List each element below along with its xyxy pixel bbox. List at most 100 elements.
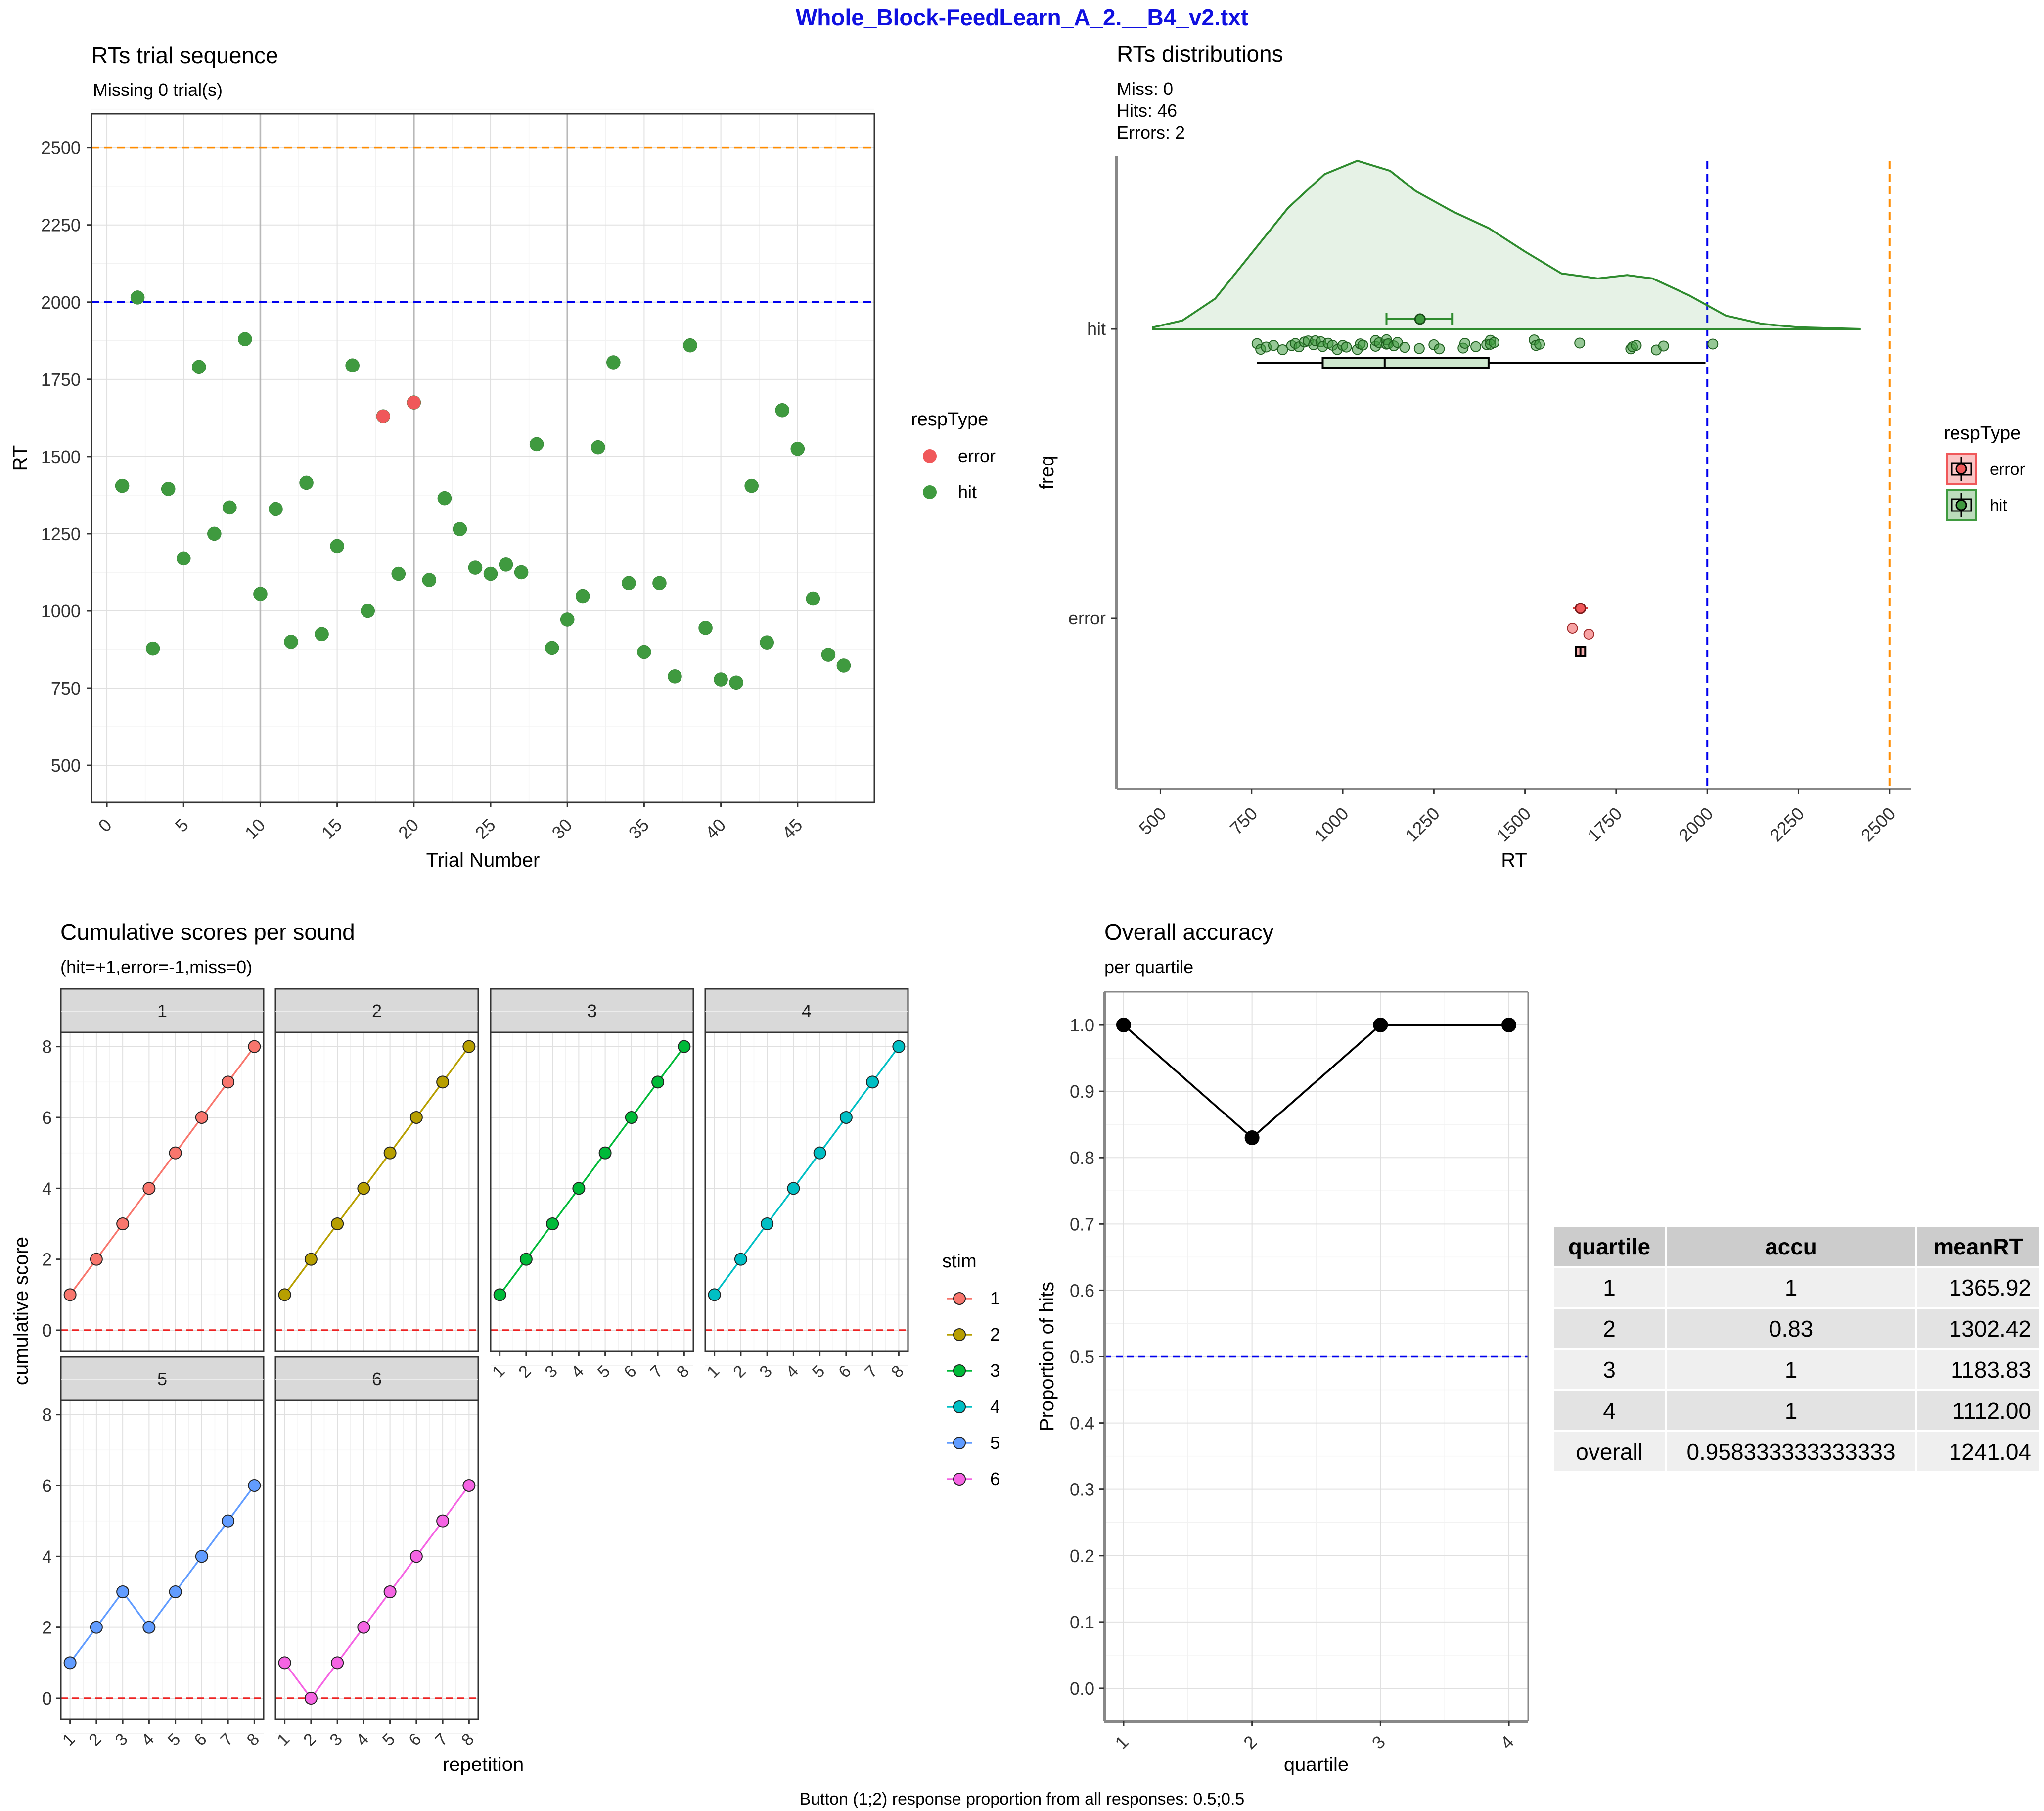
table-header: meanRT: [1933, 1234, 2023, 1259]
y-tick-label: 0.3: [1070, 1480, 1094, 1500]
chart-title: RTs distributions: [1117, 41, 1283, 67]
page-title: Whole_Block-FeedLearn_A_2.__B4_v2.txt: [795, 4, 1249, 30]
data-point: [284, 635, 298, 649]
data-point: [331, 1656, 344, 1670]
density-curve: [1152, 159, 1861, 330]
x-tick-label: 6: [405, 1730, 425, 1750]
x-tick-label: 3: [542, 1362, 561, 1382]
jitter-point: [1631, 340, 1642, 351]
data-point: [304, 1253, 318, 1266]
data-point: [207, 526, 222, 541]
data-point: [598, 1146, 612, 1160]
table-cell: [1554, 1350, 1665, 1389]
y-tick-label: 0.2: [1070, 1546, 1094, 1566]
y-tick-label: 2: [42, 1618, 52, 1638]
x-tick-label: 35: [625, 815, 653, 843]
x-tick-label: 3: [756, 1362, 776, 1382]
facet-border: [274, 1031, 479, 1352]
data-point: [708, 1288, 721, 1301]
y-tick-label: 0.6: [1070, 1280, 1094, 1300]
x-tick-label: 6: [190, 1730, 210, 1750]
chart-subtitle: per quartile: [1104, 957, 1193, 977]
x-tick-label: 3: [1368, 1732, 1389, 1753]
data-point: [357, 1182, 370, 1195]
table-cell-text: 2: [1603, 1316, 1616, 1342]
data-point: [576, 589, 590, 604]
summary-stat: Miss: 0: [1117, 79, 1173, 99]
data-point: [161, 482, 176, 496]
table-cell-text: 1: [1785, 1398, 1798, 1424]
x-tick-label: 6: [835, 1362, 855, 1382]
data-point: [806, 591, 820, 606]
jitter-point: [1277, 344, 1288, 355]
x-tick-label: 3: [326, 1730, 346, 1750]
data-point: [453, 522, 467, 536]
chart-title: Overall accuracy: [1104, 919, 1274, 945]
table-cell: [1667, 1309, 1915, 1348]
data-point: [222, 1075, 235, 1089]
data-point: [248, 1479, 261, 1492]
facet-strip: [274, 1356, 479, 1401]
data-point: [407, 395, 421, 410]
x-tick-label: 1: [59, 1730, 79, 1750]
data-point: [1244, 1130, 1260, 1145]
plot-background: [91, 114, 874, 802]
legend-label: hit: [1990, 496, 2007, 515]
summary-stat: Hits: 46: [1117, 100, 1177, 121]
table-cell-text: 3: [1603, 1357, 1616, 1383]
data-point: [169, 1146, 182, 1160]
x-tick-label: 0: [94, 815, 116, 836]
data-point: [253, 587, 268, 601]
x-axis-label: repetition: [443, 1754, 524, 1775]
data-point: [892, 1040, 906, 1053]
x-tick-label: 8: [243, 1730, 263, 1750]
legend-key-point: [1955, 499, 1967, 511]
y-tick-label: 2000: [41, 292, 81, 313]
data-point: [813, 1146, 826, 1160]
series-line: [499, 1046, 685, 1296]
table-cell-text: 1183.83: [1951, 1357, 2031, 1383]
data-point: [130, 290, 145, 305]
data-point: [409, 1111, 423, 1124]
x-tick-label: 30: [548, 815, 576, 843]
x-tick-label: 8: [888, 1362, 908, 1382]
y-axis-label: Proportion of hits: [1036, 1282, 1058, 1431]
data-point: [734, 1253, 747, 1266]
table-cell: [1554, 1309, 1665, 1348]
x-tick-label: 15: [318, 815, 346, 843]
jitter-point: [1470, 341, 1482, 352]
page-caption: Button (1;2) response proportion from al…: [799, 1790, 1245, 1809]
data-point: [761, 1217, 774, 1230]
y-tick-label: 0: [42, 1320, 52, 1341]
y-tick-label: 0: [42, 1688, 52, 1709]
data-point: [63, 1656, 77, 1670]
x-tick-label: 4: [782, 1362, 802, 1382]
data-point: [222, 1514, 235, 1528]
data-point: [383, 1585, 397, 1598]
x-tick-label: 2500: [1857, 803, 1900, 846]
legend-title: respType: [1944, 423, 2021, 444]
y-tick-label: 0.1: [1070, 1612, 1094, 1632]
y-tick-label: 2500: [41, 138, 81, 158]
table-header: quartile: [1568, 1234, 1650, 1259]
y-axis-label: RT: [9, 445, 31, 471]
jitter-point: [1413, 343, 1425, 354]
summary-stat: Errors: 2: [1117, 122, 1185, 142]
legend-label: error: [958, 446, 996, 466]
data-point: [90, 1253, 103, 1266]
data-point: [376, 409, 390, 423]
data-point: [668, 669, 682, 684]
legend-label: 4: [990, 1396, 1000, 1417]
data-point: [1373, 1018, 1388, 1033]
x-tick-label: 10: [241, 815, 269, 843]
data-point: [606, 355, 621, 370]
data-point: [269, 502, 283, 516]
data-point: [493, 1288, 506, 1301]
data-point: [248, 1040, 261, 1053]
table-cell: [1667, 1350, 1915, 1389]
series-line: [714, 1046, 900, 1296]
x-tick-label: 2: [729, 1362, 749, 1382]
y-tick-label: 0.0: [1070, 1678, 1094, 1699]
data-point: [572, 1182, 586, 1195]
x-tick-label: 1: [489, 1362, 508, 1382]
